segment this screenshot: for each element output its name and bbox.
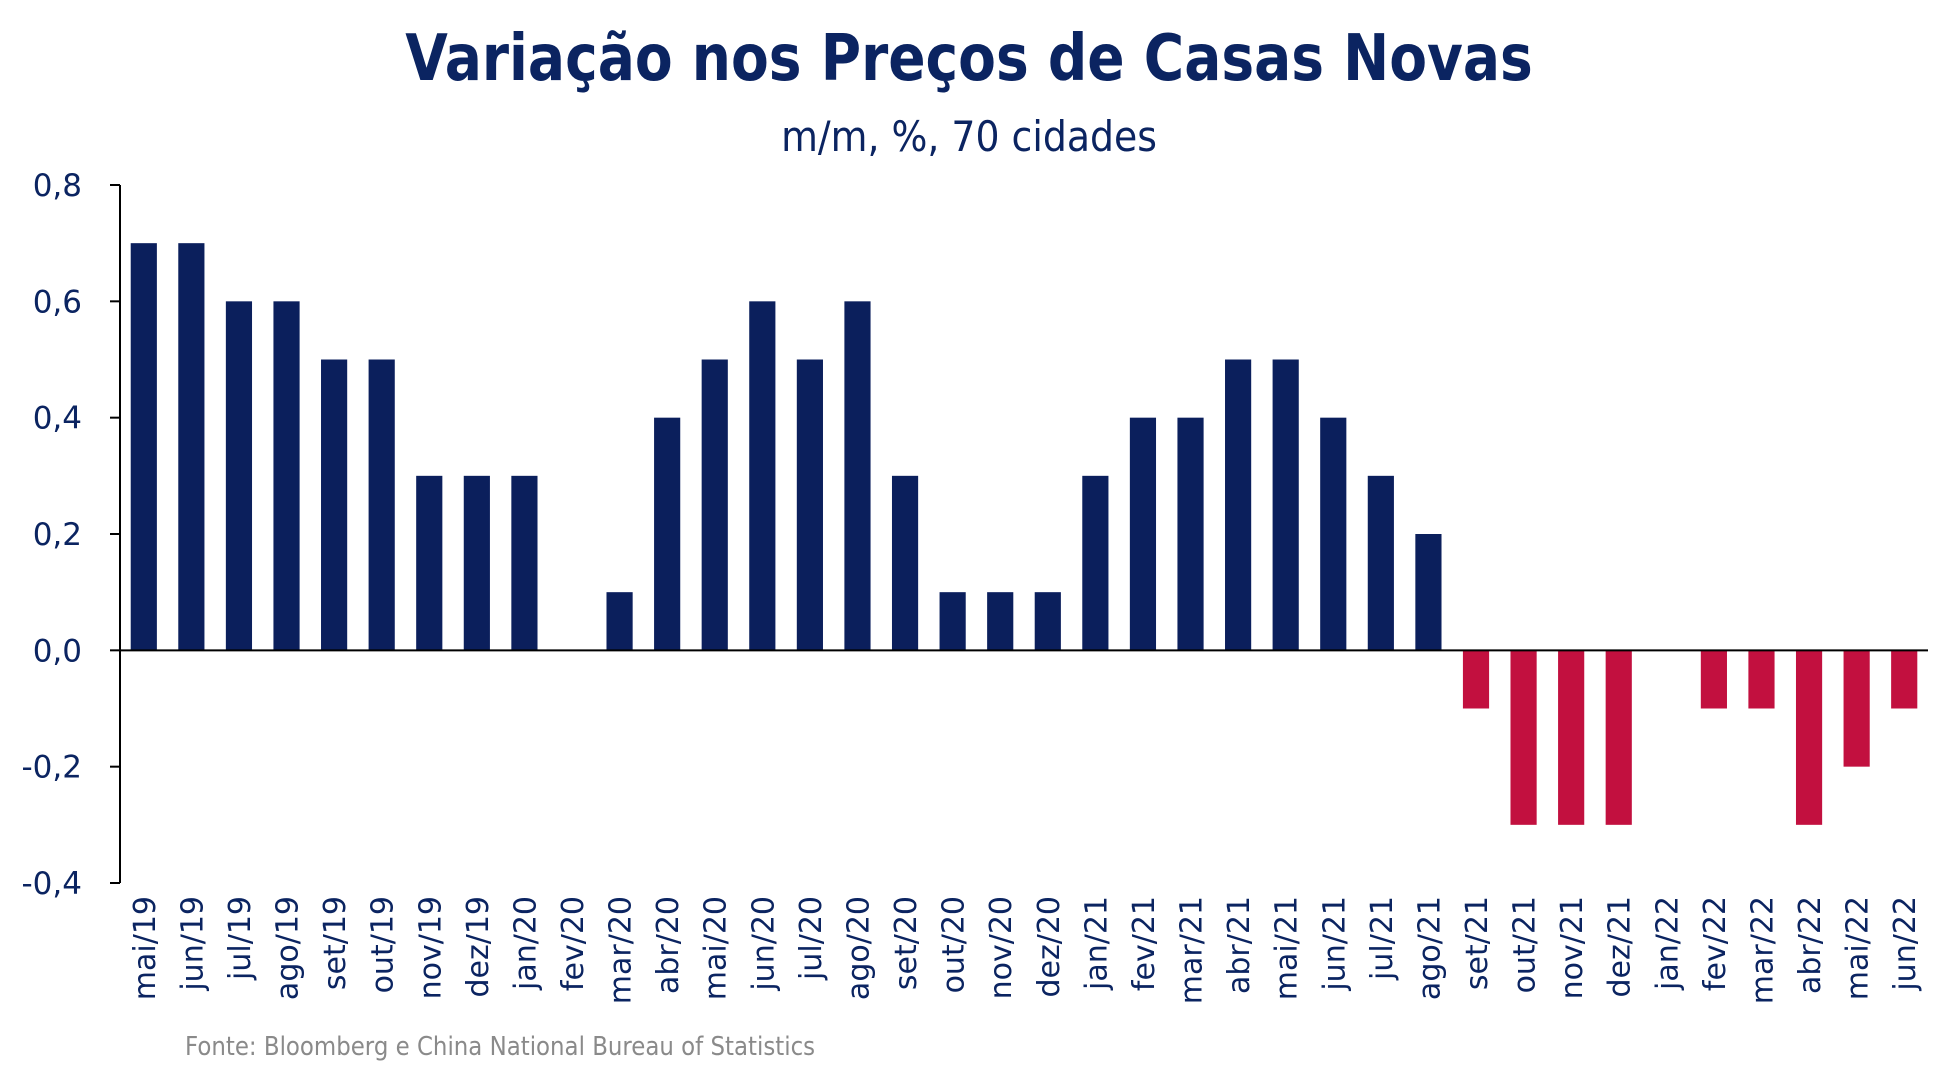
x-tick-label: mar/21 — [1175, 896, 1210, 1004]
bar-mai-19 — [130, 243, 157, 651]
x-tick-label: jan/21 — [1079, 896, 1114, 991]
bar-mai-22 — [1843, 650, 1870, 767]
y-tick-label: 0,4 — [33, 401, 82, 437]
x-tick-label: ago/21 — [1412, 896, 1447, 1000]
chart-title: Variação nos Preços de Casas Novas — [405, 22, 1533, 96]
x-tick-label: dez/21 — [1603, 896, 1638, 998]
x-tick-label: jun/22 — [1888, 896, 1923, 992]
x-tick-label: fev/22 — [1698, 896, 1733, 991]
bar-jan-21 — [1082, 475, 1109, 651]
bar-ago-19 — [273, 301, 300, 651]
bar-abr-20 — [654, 417, 681, 651]
bar-jun-19 — [178, 243, 205, 651]
x-tick-label: nov/20 — [984, 896, 1019, 999]
bar-jul-21 — [1367, 475, 1394, 651]
x-tick-label: out/21 — [1508, 896, 1543, 993]
source-note: Fonte: Bloomberg e China National Bureau… — [185, 1032, 816, 1062]
x-tick-label: fev/21 — [1127, 896, 1162, 991]
bar-jun-21 — [1320, 417, 1347, 651]
x-tick-label: set/19 — [318, 896, 353, 990]
bar-jun-22 — [1891, 650, 1918, 709]
bar-jan-20 — [511, 475, 538, 651]
bar-jul-20 — [796, 359, 823, 651]
bar-out-19 — [368, 359, 395, 651]
bar-set-20 — [891, 475, 919, 651]
x-tick-label: nov/21 — [1555, 896, 1590, 999]
x-tick-label: set/21 — [1460, 896, 1495, 990]
bar-abr-22 — [1795, 650, 1823, 825]
x-tick-label: mar/20 — [604, 896, 639, 1004]
x-tick-label: jul/21 — [1365, 896, 1400, 981]
x-tick-label: mai/22 — [1841, 896, 1876, 1000]
x-tick-label: mai/19 — [128, 896, 163, 1000]
bar-set-21 — [1462, 650, 1490, 709]
x-tick-label: mai/20 — [699, 896, 734, 1000]
bar-out-20 — [939, 592, 966, 651]
bar-mar-20 — [606, 592, 633, 651]
bar-jul-19 — [225, 301, 253, 651]
bar-dez-21 — [1605, 650, 1632, 825]
x-tick-label: ago/20 — [841, 896, 876, 1000]
x-tick-label: mai/21 — [1270, 896, 1305, 1000]
bar-set-19 — [321, 359, 348, 651]
x-tick-label: out/20 — [937, 896, 972, 993]
bar-mai-21 — [1272, 359, 1299, 651]
bar-dez-19 — [463, 475, 490, 651]
bar-fev-22 — [1700, 650, 1727, 709]
y-axis-ticks: 0,8 0,6 0,4 0,2 0,0 -0,2 -0,4 — [22, 168, 120, 902]
bar-fev-21 — [1129, 417, 1157, 651]
bars-group — [130, 243, 1918, 825]
y-tick-label: 0,8 — [33, 168, 82, 204]
bar-jun-20 — [749, 301, 776, 651]
bar-out-21 — [1510, 650, 1537, 825]
bar-ago-21 — [1415, 534, 1442, 651]
x-tick-label: jan/22 — [1650, 896, 1685, 991]
bar-nov-21 — [1558, 650, 1585, 825]
bar-mai-20 — [701, 359, 728, 651]
bar-dez-20 — [1034, 592, 1061, 651]
bar-ago-20 — [844, 301, 871, 651]
x-axis-labels: mai/19 jun/19 jul/19 ago/19 set/19 out/19 nov/… — [128, 896, 1923, 1004]
bar-nov-20 — [987, 592, 1014, 651]
y-tick-label: 0,0 — [33, 633, 82, 669]
x-tick-label: jun/20 — [746, 896, 781, 992]
x-tick-label: jan/20 — [508, 896, 543, 991]
x-tick-label: out/19 — [366, 896, 401, 993]
chart-subtitle: m/m, %, 70 cidades — [781, 112, 1157, 161]
x-tick-label: jun/21 — [1317, 896, 1352, 992]
x-tick-label: fev/20 — [556, 896, 591, 991]
x-tick-label: dez/20 — [1032, 896, 1067, 998]
x-tick-label: abr/20 — [651, 896, 686, 994]
x-tick-label: abr/22 — [1793, 896, 1828, 994]
x-tick-label: jun/19 — [175, 896, 210, 992]
y-tick-label: -0,4 — [22, 866, 83, 902]
x-tick-label: ago/19 — [271, 896, 306, 1000]
x-tick-label: jul/19 — [223, 896, 258, 981]
x-tick-label: jul/20 — [794, 896, 829, 981]
x-tick-label: abr/21 — [1222, 896, 1257, 994]
y-tick-label: -0,2 — [22, 750, 83, 786]
bar-mar-22 — [1748, 650, 1775, 709]
x-tick-label: mar/22 — [1745, 896, 1780, 1004]
y-tick-label: 0,2 — [33, 517, 82, 553]
bar-nov-19 — [416, 475, 443, 651]
y-tick-label: 0,6 — [33, 284, 82, 320]
x-tick-label: nov/19 — [413, 896, 448, 999]
x-tick-label: dez/19 — [461, 896, 496, 998]
bar-abr-21 — [1225, 359, 1252, 651]
bar-mar-21 — [1177, 417, 1204, 651]
x-tick-label: set/20 — [889, 896, 924, 990]
